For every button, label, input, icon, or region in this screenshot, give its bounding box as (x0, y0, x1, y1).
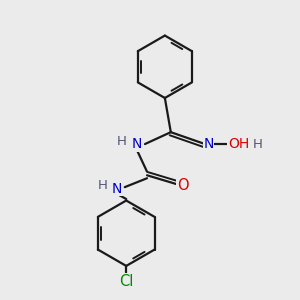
Text: OH: OH (228, 137, 249, 151)
Text: H: H (117, 135, 127, 148)
Text: N: N (203, 137, 214, 151)
Text: N: N (131, 137, 142, 151)
Text: H: H (253, 138, 262, 151)
Text: Cl: Cl (119, 274, 134, 289)
Text: H: H (98, 178, 107, 192)
Text: O: O (177, 178, 188, 193)
Text: N: N (112, 182, 122, 196)
